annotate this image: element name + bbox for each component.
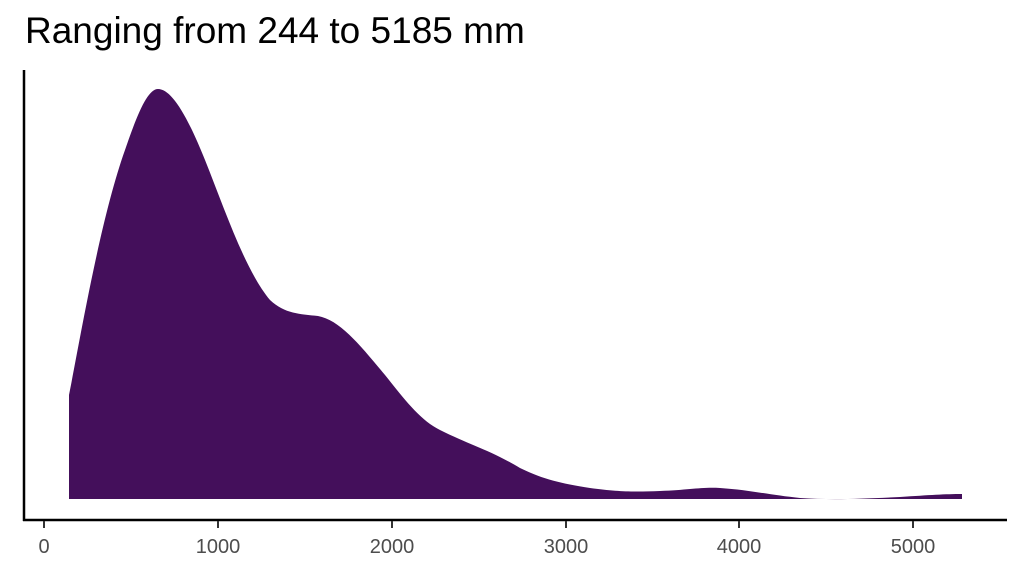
chart-title: Ranging from 244 to 5185 mm [25,10,525,51]
x-tick-label: 0 [38,536,49,558]
x-tick-label: 4000 [717,536,762,558]
x-tick-label: 3000 [544,536,589,558]
density-area [69,89,962,500]
x-tick-label: 2000 [370,536,415,558]
x-axis-ticks [43,521,914,528]
x-tick-label: 5000 [891,536,936,558]
x-tick-label: 1000 [196,536,241,558]
x-axis-tick-labels: 0 1000 2000 3000 4000 5000 [38,536,935,558]
